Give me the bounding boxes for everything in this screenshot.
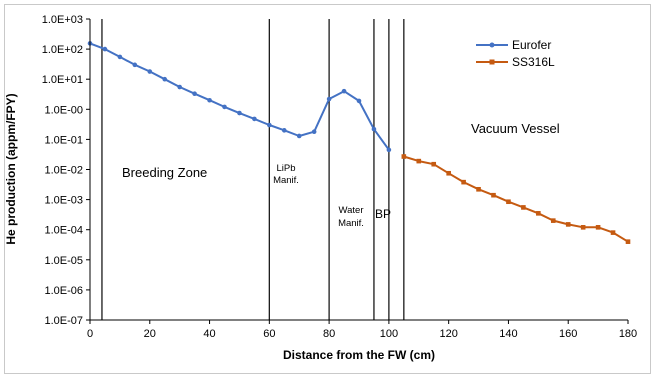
data-point-ss316l: [401, 154, 407, 159]
data-point-ss316l: [610, 230, 616, 235]
series-layer: [87, 41, 631, 244]
x-tick-label: 0: [87, 328, 93, 340]
y-tick-label: 1.0E-06: [44, 285, 83, 297]
y-axis-title: He production (appm/FPY): [4, 93, 18, 244]
chart-frame: [4, 4, 651, 374]
data-point-eurofer: [192, 91, 197, 96]
y-tick-label: 1.0E+03: [42, 14, 83, 26]
data-point-eurofer: [296, 133, 302, 139]
data-point-eurofer: [341, 88, 347, 94]
data-point-eurofer: [326, 96, 332, 102]
data-point-eurofer: [252, 116, 257, 122]
data-point-eurofer: [132, 62, 138, 68]
data-point-ss316l: [446, 170, 451, 176]
x-tick-label: 140: [499, 328, 517, 340]
region-label-water-1: Water: [339, 205, 364, 216]
x-tick-label: 80: [323, 328, 335, 340]
x-tick-label: 20: [144, 328, 156, 340]
data-point-ss316l: [491, 192, 496, 198]
data-point-ss316l: [461, 179, 466, 185]
x-tick-label: 40: [203, 328, 215, 340]
data-point-eurofer: [356, 98, 362, 104]
y-tick-label: 1.0E-05: [44, 255, 83, 267]
data-point-eurofer: [281, 128, 287, 133]
y-tick-label: 1.0E-03: [44, 195, 83, 207]
data-point-ss316l: [506, 199, 511, 205]
x-axis-title: Distance from the FW (cm): [283, 348, 435, 362]
data-point-eurofer: [147, 69, 153, 74]
x-tick-label: 120: [439, 328, 457, 340]
legend-label-eurofer: Eurofer: [512, 38, 551, 52]
data-point-eurofer: [237, 110, 242, 116]
data-point-ss316l: [550, 218, 556, 223]
axes: 1.0E-07 1.0E-06 1.0E-05 1.0E-04 1.0E-03 1.0E-…: [42, 14, 637, 340]
legend-marker-ss316l: [489, 59, 495, 65]
data-point-eurofer: [207, 97, 212, 103]
y-tick-label: 1.0E-04: [44, 225, 83, 237]
data-point-ss316l: [431, 161, 437, 167]
legend-label-ss316l: SS316L: [512, 55, 555, 69]
y-tick-label: 1.0E-00: [44, 104, 83, 116]
data-point-eurofer: [371, 126, 377, 132]
data-point-ss316l: [476, 186, 481, 192]
data-point-ss316l: [521, 205, 526, 210]
region-label-vacuum-vessel: Vacuum Vessel: [471, 121, 560, 136]
y-tick-label: 1.0E-02: [44, 165, 83, 177]
x-tick-label: 100: [380, 328, 398, 340]
y-tick-label: 1.0E+02: [42, 44, 83, 56]
data-point-ss316l: [565, 222, 571, 227]
region-label-lipb-1: LiPb: [276, 163, 295, 174]
legend: Eurofer SS316L: [476, 38, 555, 69]
y-tick-label: 1.0E-01: [44, 134, 83, 146]
y-tick-label: 1.0E+01: [42, 74, 83, 86]
series-line-ss316l: [403, 155, 629, 243]
x-tick-label: 180: [619, 328, 637, 340]
legend-marker-eurofer: [489, 42, 495, 48]
data-point-eurofer: [386, 147, 392, 153]
series-line-eurofer: [89, 42, 390, 151]
region-label-breeding-zone: Breeding Zone: [122, 165, 207, 180]
data-point-eurofer: [222, 104, 227, 110]
y-tick-label: 1.0E-07: [44, 315, 83, 327]
data-point-ss316l: [536, 211, 541, 216]
x-tick-label: 60: [263, 328, 275, 340]
data-point-ss316l: [625, 239, 631, 244]
region-label-bp: BP: [375, 207, 391, 221]
data-point-eurofer: [162, 76, 168, 82]
data-point-eurofer: [117, 54, 123, 60]
data-point-eurofer: [177, 84, 182, 90]
data-point-eurofer: [267, 122, 272, 128]
region-label-water-2: Manif.: [338, 218, 364, 229]
data-point-ss316l: [416, 158, 422, 164]
data-point-eurofer: [102, 46, 108, 52]
region-boundaries: [101, 19, 405, 320]
region-label-lipb-2: Manif.: [273, 175, 299, 186]
data-point-ss316l: [595, 225, 601, 230]
data-point-eurofer: [311, 129, 317, 135]
x-tick-label: 160: [559, 328, 577, 340]
data-point-ss316l: [580, 225, 586, 230]
